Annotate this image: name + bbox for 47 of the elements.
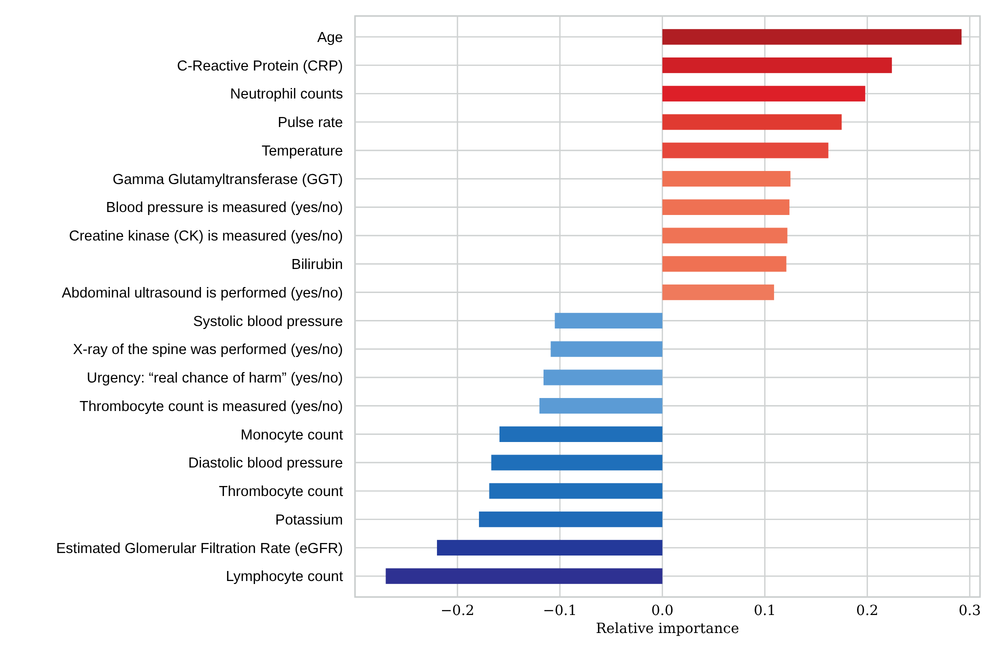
y-tick-label: Systolic blood pressure xyxy=(193,314,343,330)
y-tick-label: Age xyxy=(317,30,343,46)
y-tick-label: Monocyte count xyxy=(240,427,343,444)
x-tick-label: 0.1 xyxy=(754,603,776,619)
y-tick-label: Thrombocyte count xyxy=(218,484,343,500)
x-tick-label: 0.2 xyxy=(856,603,878,619)
bar xyxy=(550,341,662,357)
y-tick-label: Blood pressure is measured (yes/no) xyxy=(106,200,343,216)
bar xyxy=(662,29,962,45)
y-tick-label: Urgency: “real chance of harm” (yes/no) xyxy=(86,370,343,387)
bar xyxy=(489,483,662,499)
y-tick-label: Pulse rate xyxy=(278,115,343,132)
y-tick-label: Lymphocyte count xyxy=(226,569,343,586)
y-tick-label: Abdominal ultrasound is performed (yes/no) xyxy=(62,285,343,302)
bar xyxy=(662,114,842,130)
bar xyxy=(436,540,662,556)
bar xyxy=(662,256,786,272)
y-tick-label: C-Reactive Protein (CRP) xyxy=(177,58,343,74)
bar xyxy=(554,312,662,328)
bar xyxy=(386,568,662,584)
bar xyxy=(491,454,662,470)
y-tick-label: X-ray of the spine was performed (yes/no) xyxy=(73,342,343,358)
y-tick-label: Bilirubin xyxy=(291,257,343,274)
bar xyxy=(662,199,790,215)
y-tick-label: Neutrophil counts xyxy=(230,86,343,103)
bar xyxy=(478,512,662,528)
bar xyxy=(662,228,788,244)
y-tick-label: Temperature xyxy=(262,143,343,160)
bar xyxy=(662,57,892,74)
x-tick-label: −0.1 xyxy=(542,603,577,619)
y-tick-label: Gamma Glutamyltransferase (GGT) xyxy=(112,172,343,188)
x-tick-label: 0.3 xyxy=(958,603,981,619)
x-tick-label: 0.0 xyxy=(651,603,674,619)
bar xyxy=(662,142,828,158)
bar xyxy=(662,86,866,102)
bar xyxy=(544,370,662,386)
x-tick-label: −0.2 xyxy=(440,603,474,619)
x-axis-title: Relative importance xyxy=(596,621,740,637)
bar xyxy=(662,170,790,187)
y-tick-label: Potassium xyxy=(275,512,343,528)
bar xyxy=(499,426,662,442)
bar xyxy=(539,398,662,414)
y-tick-label: Diastolic blood pressure xyxy=(188,456,343,472)
y-tick-label: Thrombocyte count is measured (yes/no) xyxy=(79,398,343,415)
y-tick-label: Estimated Glomerular Filtration Rate (eGFR) xyxy=(56,540,343,557)
y-tick-label: Creatine kinase (CK) is measured (yes/no) xyxy=(69,228,343,245)
bar xyxy=(662,284,774,300)
